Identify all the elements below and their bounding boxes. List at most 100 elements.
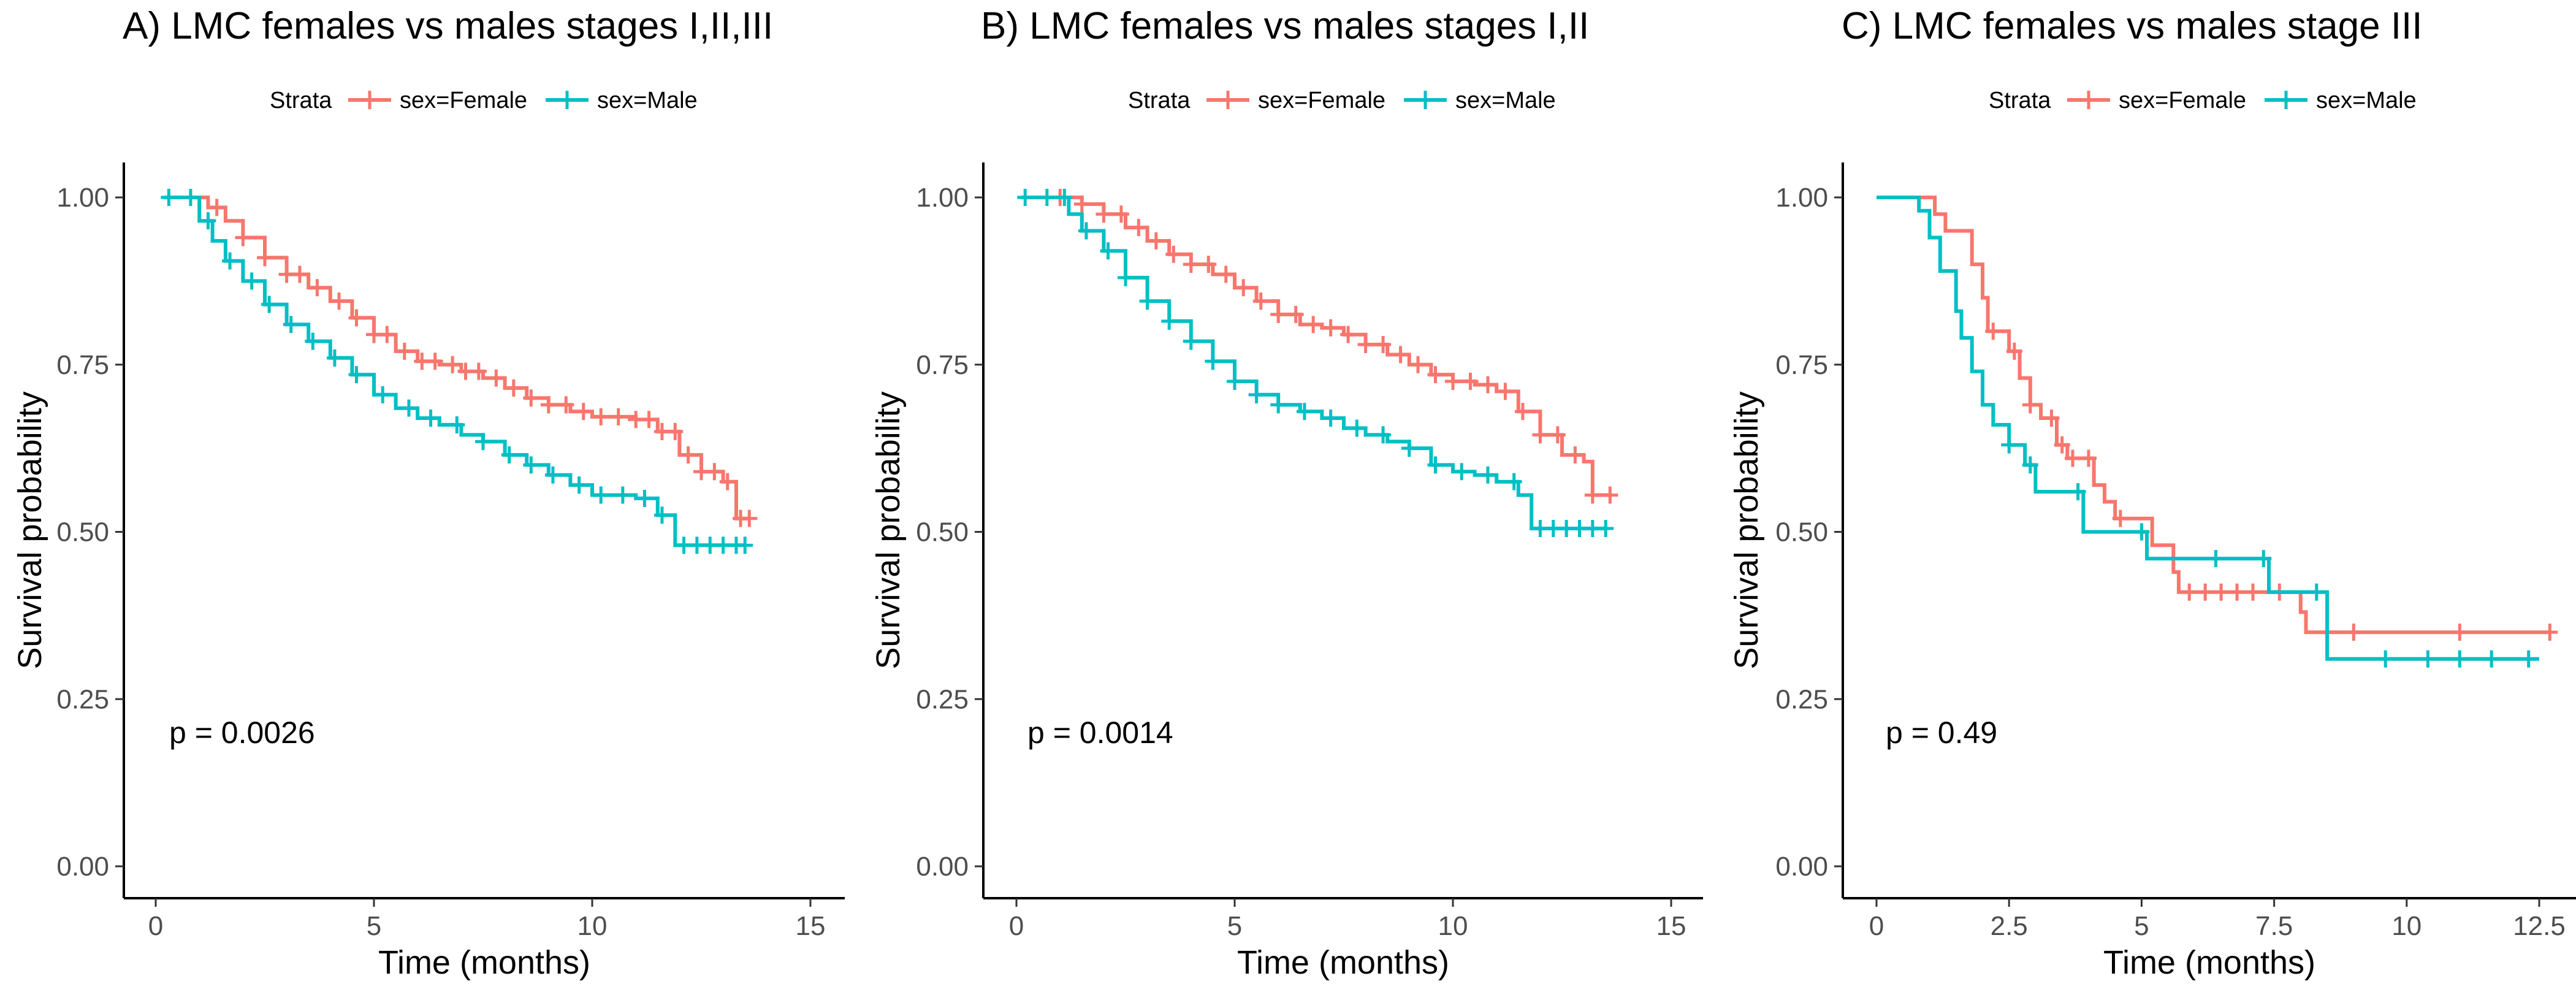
censor-mark xyxy=(1584,486,1601,504)
y-tick-label: 0.25 xyxy=(56,684,109,714)
censor-mark xyxy=(505,379,522,397)
censor-mark xyxy=(400,399,417,417)
x-axis-title: Time (months) xyxy=(2103,944,2315,981)
censor-mark xyxy=(1287,305,1304,323)
censor-mark xyxy=(283,316,299,334)
censor-mark xyxy=(1340,326,1357,343)
chart-title: B) LMC females vs males stages I,II xyxy=(981,5,1589,47)
legend-title: Strata xyxy=(1989,88,2051,113)
legend: Strata sex=Female sex=Male xyxy=(1989,88,2417,113)
censor-mark xyxy=(2133,523,2150,541)
censor-mark xyxy=(1357,336,1374,354)
censor-mark xyxy=(1139,292,1156,310)
censor-mark xyxy=(2112,509,2128,527)
y-tick-label: 1.00 xyxy=(1775,183,1828,213)
censor-mark xyxy=(1165,245,1182,263)
censor-mark xyxy=(2345,624,2362,641)
censor-mark xyxy=(331,292,348,310)
p-value-annotation: p = 0.0026 xyxy=(169,715,315,750)
censor-mark xyxy=(2208,550,2224,568)
censor-mark xyxy=(1506,473,1522,490)
x-tick-label: 5 xyxy=(367,911,381,941)
censor-mark xyxy=(1270,396,1287,414)
censor-mark xyxy=(1349,419,1365,437)
censor-mark xyxy=(161,189,177,206)
censor-mark xyxy=(1130,219,1147,237)
censor-mark xyxy=(243,272,260,290)
censor-mark xyxy=(741,509,758,527)
censor-mark xyxy=(654,506,670,524)
censor-mark xyxy=(571,476,587,494)
censor-mark xyxy=(348,309,365,327)
censor-mark xyxy=(2054,436,2070,454)
censor-mark xyxy=(326,349,343,367)
censor-mark xyxy=(2245,583,2262,601)
censor-mark xyxy=(1096,205,1112,223)
censor-mark xyxy=(1514,403,1531,421)
censor-mark xyxy=(1322,410,1339,427)
censor-mark xyxy=(1392,346,1409,364)
censor-mark xyxy=(593,486,609,504)
censor-mark xyxy=(1410,356,1427,373)
x-tick-label: 7.5 xyxy=(2255,911,2293,941)
censor-mark xyxy=(1427,456,1444,474)
censor-mark xyxy=(1073,195,1090,213)
series-female xyxy=(186,196,758,527)
censor-mark xyxy=(235,229,251,246)
censor-mark xyxy=(610,408,627,425)
censor-mark xyxy=(182,189,199,206)
censor-mark xyxy=(2001,436,2018,454)
censor-mark xyxy=(1200,256,1217,273)
censor-mark xyxy=(488,369,505,387)
censor-mark xyxy=(593,408,609,425)
series-male xyxy=(1877,196,2539,668)
censor-mark xyxy=(2022,396,2038,414)
censor-mark xyxy=(1118,269,1134,286)
censor-mark xyxy=(2520,650,2537,668)
censor-mark xyxy=(1985,322,2002,340)
censor-mark xyxy=(2064,449,2081,467)
censor-mark xyxy=(2452,624,2468,641)
censor-mark xyxy=(2043,410,2060,427)
censor-mark xyxy=(1113,205,1129,223)
x-tick-label: 0 xyxy=(1869,911,1884,941)
censor-mark xyxy=(1205,353,1221,370)
censor-mark xyxy=(1427,366,1444,384)
censor-mark xyxy=(523,389,539,407)
censor-mark xyxy=(257,249,273,267)
censor-mark xyxy=(636,489,653,507)
y-tick-label: 0.50 xyxy=(56,517,109,548)
censor-mark xyxy=(1375,426,1392,444)
panel-b: B) LMC females vs males stages I,II Strat… xyxy=(870,5,1703,981)
censor-mark xyxy=(449,416,465,433)
y-tick-label: 0.25 xyxy=(1775,684,1828,714)
censor-mark xyxy=(1567,446,1583,464)
censor-mark xyxy=(1479,376,1496,394)
survival-curve-line xyxy=(1877,196,2550,635)
legend-title: Strata xyxy=(270,88,332,113)
censor-mark xyxy=(1248,386,1265,403)
censor-mark xyxy=(1235,279,1252,297)
censor-mark xyxy=(379,326,395,343)
x-tick-label: 0 xyxy=(1009,911,1024,941)
series-male xyxy=(1017,189,1614,538)
x-tick-label: 0 xyxy=(148,911,163,941)
censor-mark xyxy=(737,536,753,554)
legend-title: Strata xyxy=(1128,88,1191,113)
censor-mark xyxy=(1148,232,1164,250)
legend: Strata sex=Female sex=Male xyxy=(270,88,698,113)
censor-mark xyxy=(2483,650,2500,668)
y-axis-title: Survival probability xyxy=(1728,391,1765,669)
censor-mark xyxy=(1038,189,1055,206)
y-tick-label: 0.00 xyxy=(56,852,109,882)
legend-label-0: sex=Female xyxy=(1258,88,1385,113)
censor-mark xyxy=(1454,463,1470,481)
x-tick-label: 10 xyxy=(2391,911,2422,941)
p-value-annotation: p = 0.0014 xyxy=(1027,715,1173,750)
censor-mark xyxy=(1305,316,1322,334)
survival-curve-line xyxy=(164,196,745,548)
censor-mark xyxy=(348,366,365,384)
censor-mark xyxy=(1445,373,1461,391)
censor-mark xyxy=(667,422,684,440)
censor-mark xyxy=(2197,583,2214,601)
